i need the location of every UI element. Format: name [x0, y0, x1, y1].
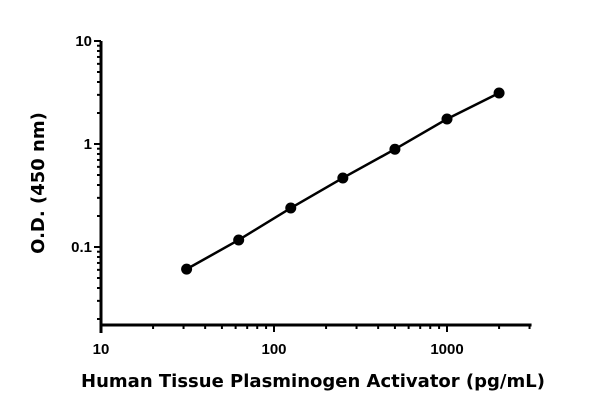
data-point-marker [285, 202, 297, 214]
data-point-marker [389, 143, 401, 155]
x-tick-label: 10 [93, 341, 110, 358]
x-axis-title: Human Tissue Plasminogen Activator (pg/m… [81, 371, 545, 392]
data-series [181, 87, 505, 275]
y-tick-label: 10 [75, 33, 92, 50]
y-tick-label: 1 [84, 136, 92, 153]
data-point-marker [337, 172, 349, 184]
x-axis: 10 100 1000 [93, 323, 532, 358]
data-point-marker [233, 234, 245, 246]
data-point-marker [441, 113, 453, 125]
x-tick-label: 100 [261, 341, 286, 358]
data-point-marker [493, 87, 505, 99]
y-axis-title: O.D. (450 nm) [28, 112, 49, 254]
y-axis: 0.1 1 10 [71, 33, 103, 333]
data-point-marker [181, 263, 193, 275]
x-tick-label: 1000 [430, 341, 463, 358]
y-tick-label: 0.1 [71, 239, 92, 256]
